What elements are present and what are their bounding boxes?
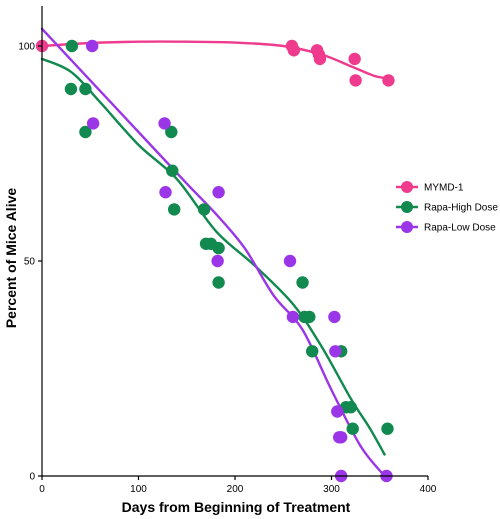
fit-curves bbox=[40, 27, 391, 478]
legend-item-mymd-1: MYMD-1 bbox=[396, 181, 464, 194]
x-axis-ticks: 0 100 200 300 400 bbox=[39, 476, 437, 495]
point-rapa-high-dose bbox=[165, 125, 178, 139]
point-rapa-high-dose bbox=[212, 241, 225, 255]
point-rapa-low-dose bbox=[328, 310, 341, 324]
point-rapa-low-dose bbox=[158, 117, 171, 130]
point-rapa-high-dose bbox=[64, 82, 78, 96]
point-rapa-high-dose bbox=[79, 82, 92, 96]
point-rapa-low-dose bbox=[329, 345, 342, 358]
point-rapa-low-dose bbox=[331, 405, 344, 418]
point-rapa-high-dose bbox=[168, 203, 181, 216]
point-rapa-low-dose bbox=[212, 186, 225, 199]
point-rapa-high-dose bbox=[166, 164, 179, 177]
y-tick-label: 50 bbox=[24, 257, 36, 268]
point-rapa-high-dose bbox=[65, 39, 79, 53]
point-rapa-low-dose bbox=[334, 431, 348, 444]
legend-item-rapa-low-dose: Rapa-Low Dose bbox=[396, 221, 496, 234]
legend-label: Rapa-High Dose bbox=[424, 203, 498, 214]
y-axis: 0 50 100 bbox=[18, 6, 43, 483]
x-tick-label: 100 bbox=[130, 484, 147, 495]
point-rapa-high-dose bbox=[306, 345, 319, 358]
point-mymd-1 bbox=[382, 74, 395, 87]
point-rapa-high-dose bbox=[381, 422, 394, 435]
x-tick-label: 300 bbox=[323, 484, 340, 495]
point-rapa-high-dose bbox=[197, 203, 211, 216]
curve-rapa-low-dose bbox=[40, 27, 386, 478]
point-rapa-low-dose bbox=[159, 186, 172, 199]
x-axis-title: Days from Beginning of Treatment bbox=[122, 499, 351, 515]
legend-marker bbox=[401, 221, 413, 233]
point-rapa-high-dose bbox=[298, 310, 311, 324]
legend-marker bbox=[401, 201, 413, 213]
curve-mymd-1 bbox=[40, 40, 391, 80]
x-tick-label: 0 bbox=[39, 484, 45, 495]
point-mymd-1 bbox=[313, 52, 327, 66]
point-rapa-high-dose bbox=[212, 276, 225, 289]
point-rapa-high-dose bbox=[296, 276, 309, 289]
legend: MYMD-1 Rapa-High Dose Rapa-Low Dose bbox=[396, 181, 498, 234]
point-rapa-high-dose bbox=[79, 125, 92, 139]
x-tick-label: 400 bbox=[420, 484, 437, 495]
point-mymd-1 bbox=[348, 52, 361, 66]
point-rapa-low-dose bbox=[283, 254, 297, 268]
y-axis-ticks: 0 50 100 bbox=[18, 42, 42, 483]
y-tick-label: 100 bbox=[18, 42, 35, 53]
point-mymd-1 bbox=[349, 74, 362, 87]
point-rapa-low-dose bbox=[86, 117, 100, 130]
x-axis: 0 100 200 300 400 bbox=[39, 475, 437, 495]
data-points bbox=[35, 39, 395, 483]
curve-rapa-high-dose bbox=[40, 57, 386, 456]
point-rapa-low-dose bbox=[85, 39, 99, 53]
point-rapa-high-dose bbox=[344, 401, 357, 414]
point-rapa-high-dose bbox=[346, 422, 359, 435]
point-mymd-1 bbox=[287, 44, 301, 57]
y-axis-title: Percent of Mice Alive bbox=[3, 188, 19, 329]
point-rapa-low-dose bbox=[211, 254, 224, 268]
y-tick-label: 0 bbox=[29, 472, 35, 483]
legend-label: Rapa-Low Dose bbox=[424, 223, 496, 234]
legend-label: MYMD-1 bbox=[424, 183, 464, 194]
point-rapa-low-dose bbox=[286, 310, 300, 324]
x-tick-label: 200 bbox=[227, 484, 244, 495]
legend-marker bbox=[401, 181, 413, 193]
legend-item-rapa-high-dose: Rapa-High Dose bbox=[396, 201, 498, 214]
